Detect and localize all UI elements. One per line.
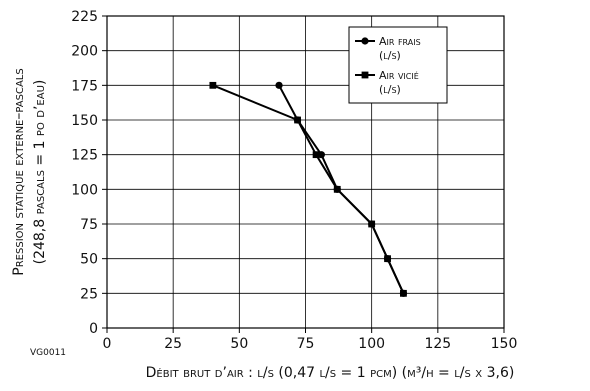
data-point bbox=[312, 151, 320, 159]
legend-label: (l/s) bbox=[379, 83, 401, 96]
y-tick-label: 25 bbox=[80, 286, 98, 302]
y-tick-label: 225 bbox=[71, 9, 98, 25]
y-tick-label: 175 bbox=[71, 78, 98, 94]
y-axis-title-line-2: (248,8 pascals = 1 po d’eau) bbox=[32, 80, 48, 265]
y-axis-title-line-1: Pression statique externe–pascals bbox=[11, 68, 27, 275]
data-point bbox=[368, 220, 376, 228]
x-tick-label: 50 bbox=[230, 336, 248, 352]
x-tick-label: 25 bbox=[164, 336, 182, 352]
legend-item-1: Air frais(l/s) bbox=[355, 35, 421, 62]
data-point bbox=[384, 255, 391, 263]
legend-items: Air frais(l/s)Air vicié(l/s) bbox=[355, 35, 421, 96]
x-tick-label: 100 bbox=[358, 336, 385, 352]
legend-item-2: Air vicié(l/s) bbox=[355, 69, 419, 96]
legend-marker bbox=[361, 71, 369, 79]
legend-label: (l/s) bbox=[379, 49, 401, 62]
y-tick-label: 75 bbox=[80, 217, 98, 233]
x-tick-label: 150 bbox=[491, 336, 518, 352]
x-axis-title: Débit brut d’air : l/s (0,47 l/s = 1 pcm… bbox=[146, 365, 515, 381]
y-tick-label: 50 bbox=[80, 252, 98, 268]
legend: Air frais(l/s)Air vicié(l/s) bbox=[348, 26, 448, 104]
figure-code: VG0011 bbox=[30, 348, 66, 358]
y-axis-ticks: 0 25 50 75 100 125 150 175 200 225 bbox=[71, 9, 107, 337]
y-tick-label: 100 bbox=[71, 182, 98, 198]
legend-label: Air frais bbox=[379, 35, 421, 48]
legend-marker bbox=[361, 37, 369, 45]
y-axis-title: Pression statique externe–pascals (248,8… bbox=[11, 68, 48, 275]
x-tick-label: 75 bbox=[297, 336, 315, 352]
y-tick-label: 0 bbox=[89, 321, 98, 337]
y-tick-label: 150 bbox=[71, 113, 98, 129]
x-tick-label: 125 bbox=[424, 336, 451, 352]
series-2 bbox=[209, 81, 407, 297]
x-tick-label: 0 bbox=[103, 336, 112, 352]
x-axis-ticks: 0 25 50 75 100 125 150 bbox=[103, 328, 518, 352]
data-point bbox=[333, 185, 341, 193]
y-tick-label: 200 bbox=[71, 44, 98, 60]
data-point bbox=[275, 81, 283, 89]
series-layer bbox=[209, 81, 408, 297]
data-point bbox=[400, 289, 407, 297]
data-point bbox=[294, 116, 301, 124]
legend-label: Air vicié bbox=[379, 69, 419, 82]
y-tick-label: 125 bbox=[71, 148, 98, 164]
data-point bbox=[317, 151, 325, 159]
data-point bbox=[209, 81, 217, 89]
